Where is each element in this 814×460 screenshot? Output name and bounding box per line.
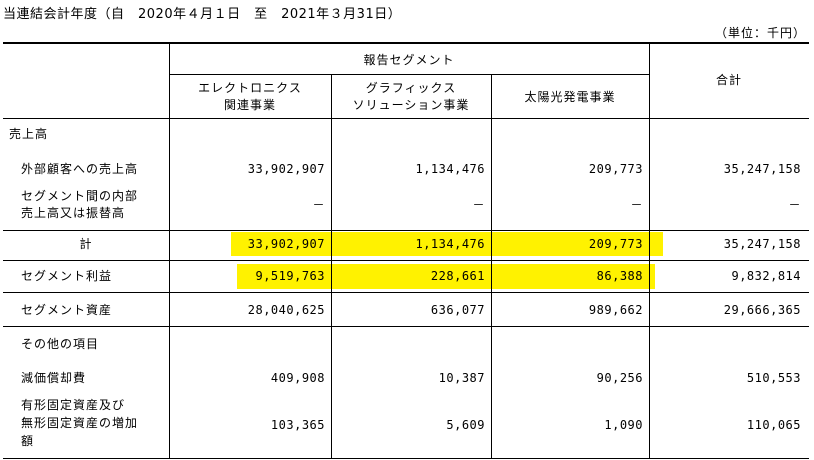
cell-profit-v1: 9,519,763: [255, 269, 325, 283]
cell-external-total: 35,247,158: [723, 162, 801, 176]
period-title: 当連結会計年度（自 2020年４月１日 至 2021年３月31日）: [3, 7, 402, 22]
cell-assets-v2: 636,077: [430, 303, 485, 317]
header-electronics: エレクトロニクス 関連事業: [198, 81, 302, 112]
row-label-intersegment: セグメント間の内部 売上高又は振替高: [21, 189, 139, 220]
row-label-other-items: その他の項目: [21, 337, 100, 351]
cell-capex-v3: 1,090: [604, 418, 643, 432]
cell-depreciation-total: 510,553: [746, 371, 801, 385]
cell-depreciation-v2: 10,387: [438, 371, 485, 385]
cell-subtotal-v1: 33,902,907: [247, 237, 325, 251]
cell-depreciation-v3: 90,256: [596, 371, 643, 385]
cell-depreciation-v1: 409,908: [270, 371, 325, 385]
unit-label: （単位：千円）: [714, 26, 806, 40]
cell-subtotal-v2: 1,134,476: [415, 237, 485, 251]
cell-assets-total: 29,666,365: [723, 303, 801, 317]
cell-profit-v3: 86,388: [596, 269, 643, 283]
cell-assets-v3: 989,662: [588, 303, 643, 317]
row-label-segment-profit: セグメント利益: [21, 269, 113, 283]
cell-capex-v1: 103,365: [270, 418, 325, 432]
row-label-capex: 有形固定資産及び 無形固定資産の増加 額: [21, 398, 139, 448]
cell-capex-v2: 5,609: [446, 418, 485, 432]
header-graphics: グラフィックス ソリューション事業: [352, 81, 470, 112]
cell-intersegment-v1: －: [312, 198, 325, 212]
row-label-segment-assets: セグメント資産: [21, 303, 113, 317]
row-label-sales: 売上高: [9, 127, 49, 141]
cell-subtotal-total: 35,247,158: [723, 237, 801, 251]
highlight-subtotal: [231, 232, 663, 256]
highlight-segment-profit: [237, 264, 655, 289]
cell-capex-total: 110,065: [746, 418, 801, 432]
cell-profit-v2: 228,661: [430, 269, 485, 283]
segment-table: 報告セグメント エレクトロニクス 関連事業 グラフィックス ソリューション事業 …: [3, 42, 809, 459]
header-total: 合計: [715, 73, 742, 87]
cell-external-v1: 33,902,907: [247, 162, 325, 176]
header-reporting-segment: 報告セグメント: [363, 53, 455, 67]
cell-external-v2: 1,134,476: [415, 162, 485, 176]
row-label-depreciation: 減価償却費: [21, 371, 87, 385]
header-solar: 太陽光発電事業: [524, 90, 616, 104]
row-label-subtotal: 計: [79, 237, 93, 251]
cell-intersegment-v3: －: [630, 198, 643, 212]
cell-external-v3: 209,773: [588, 162, 643, 176]
row-label-external-sales: 外部顧客への売上高: [21, 162, 139, 176]
cell-assets-v1: 28,040,625: [247, 303, 325, 317]
cell-subtotal-v3: 209,773: [588, 237, 643, 251]
cell-intersegment-total: －: [788, 198, 801, 212]
cell-intersegment-v2: －: [472, 198, 485, 212]
cell-profit-total: 9,832,814: [731, 269, 801, 283]
